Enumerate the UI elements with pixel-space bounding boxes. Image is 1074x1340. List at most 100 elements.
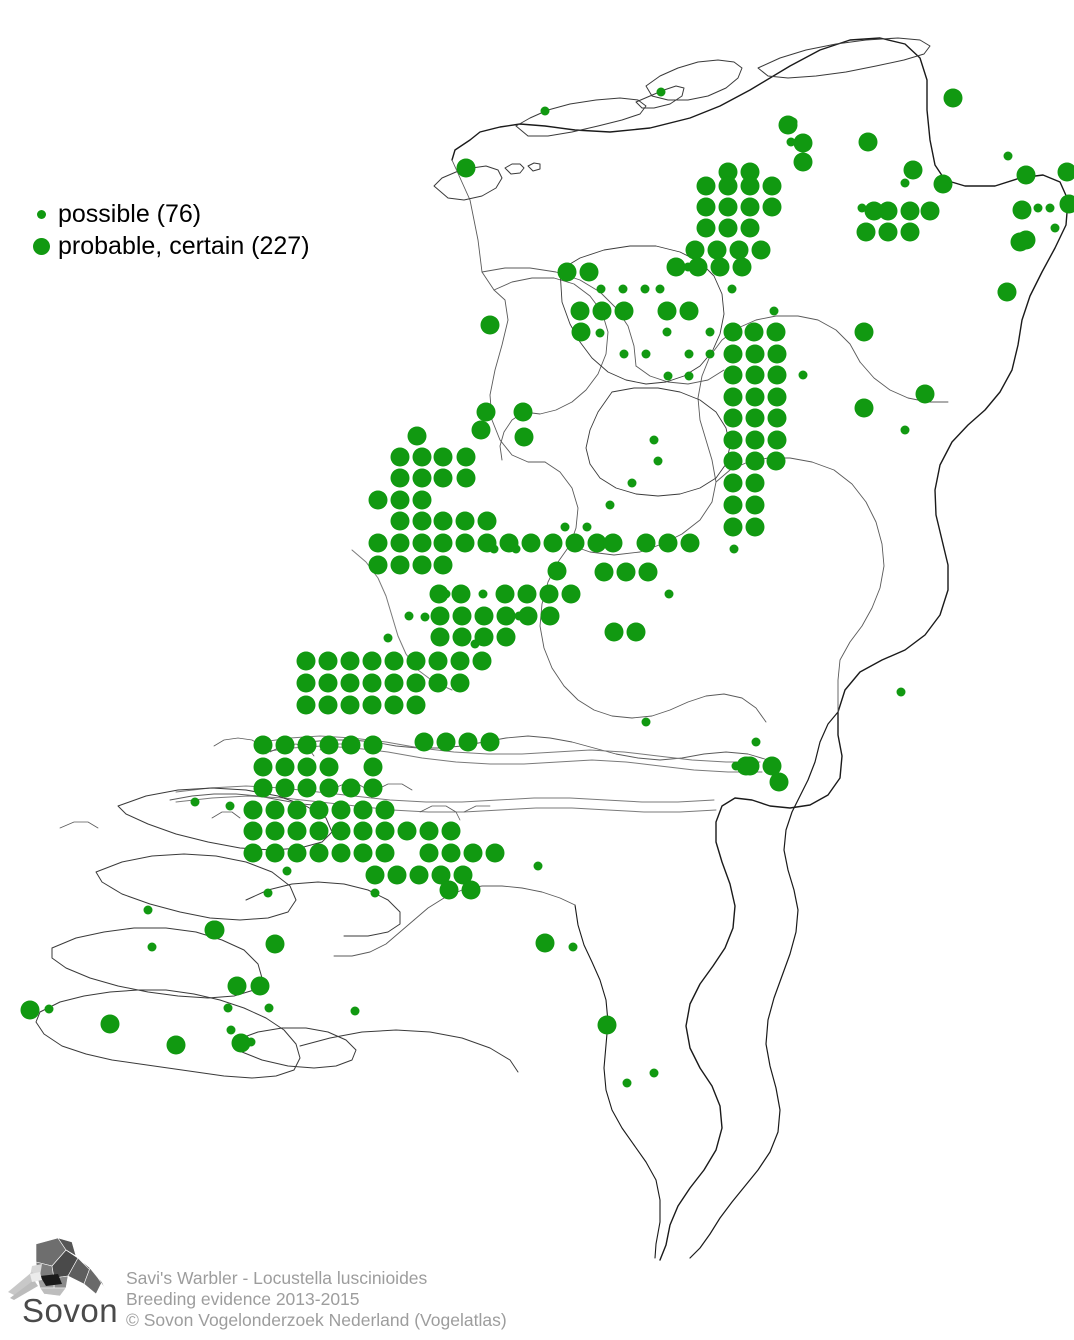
occurrence-dot — [723, 387, 743, 407]
occurrence-dot — [594, 562, 614, 582]
occurrence-dot — [225, 801, 235, 811]
occurrence-dot — [412, 555, 432, 575]
occurrence-dot — [1003, 151, 1013, 161]
occurrence-dot — [638, 562, 658, 582]
sovon-logo: Sovon — [0, 1236, 120, 1336]
occurrence-dot — [900, 222, 920, 242]
occurrence-dot — [1050, 223, 1060, 233]
occurrence-dot — [318, 651, 338, 671]
occurrence-dot — [319, 735, 339, 755]
occurrence-dot — [319, 757, 339, 777]
occurrence-dot — [517, 584, 537, 604]
occurrence-dot — [718, 162, 738, 182]
occurrence-dot — [571, 322, 591, 342]
occurrence-dot — [450, 673, 470, 693]
occurrence-dot — [745, 451, 765, 471]
map-outlines — [35, 37, 1069, 1261]
occurrence-dot — [745, 408, 765, 428]
occurrence-dot — [368, 533, 388, 553]
occurrence-dot — [406, 651, 426, 671]
occurrence-dot — [412, 511, 432, 531]
occurrence-dot — [793, 133, 813, 153]
legend-item-probable-certain[interactable]: probable, certain (227) — [24, 230, 310, 262]
occurrence-dot — [561, 584, 581, 604]
occurrence-dot — [627, 478, 637, 488]
occurrence-dot — [649, 435, 659, 445]
occurrence-dot-layer — [20, 87, 1074, 1088]
occurrence-dot — [397, 821, 417, 841]
occurrence-dot — [762, 197, 782, 217]
swallow-bird-logo-icon — [8, 1237, 107, 1300]
occurrence-dot — [451, 584, 471, 604]
occurrence-dot — [404, 611, 414, 621]
occurrence-dot — [287, 843, 307, 863]
occurrence-dot — [533, 861, 543, 871]
occurrence-dot — [309, 800, 329, 820]
occurrence-dot — [265, 843, 285, 863]
occurrence-dot — [745, 365, 765, 385]
occurrence-dot — [496, 627, 516, 647]
occurrence-dot — [767, 387, 787, 407]
occurrence-dot — [296, 673, 316, 693]
occurrence-dot — [456, 447, 476, 467]
occurrence-dot — [900, 201, 920, 221]
occurrence-dot — [477, 511, 497, 531]
occurrence-dot — [350, 1006, 360, 1016]
occurrence-dot — [390, 511, 410, 531]
occurrence-dot — [684, 371, 694, 381]
occurrence-dot — [618, 284, 628, 294]
occurrence-dot — [658, 533, 678, 553]
occurrence-dot — [1033, 203, 1043, 213]
occurrence-dot — [474, 606, 494, 626]
occurrence-dot — [723, 322, 743, 342]
occurrence-dot — [331, 821, 351, 841]
occurrence-dot — [390, 490, 410, 510]
occurrence-dot — [476, 402, 496, 422]
occurrence-dot — [297, 778, 317, 798]
occurrence-dot — [723, 430, 743, 450]
occurrence-dot — [265, 800, 285, 820]
occurrence-dot — [705, 349, 715, 359]
occurrence-dot — [478, 589, 488, 599]
occurrence-dot — [297, 757, 317, 777]
occurrence-dot — [656, 87, 666, 97]
national-border — [451, 37, 1069, 1261]
occurrence-dot — [640, 284, 650, 294]
occurrence-dot — [751, 737, 761, 747]
province-borders — [169, 159, 949, 957]
occurrence-dot — [710, 257, 730, 277]
occurrence-dot — [499, 533, 519, 553]
occurrence-dot — [657, 301, 677, 321]
occurrence-dot — [626, 622, 646, 642]
occurrence-dot — [745, 344, 765, 364]
occurrence-dot — [655, 284, 665, 294]
occurrence-dot — [250, 976, 270, 996]
occurrence-dot — [767, 365, 787, 385]
wadden-islands — [433, 37, 931, 201]
occurrence-dot — [318, 695, 338, 715]
occurrence-dot — [740, 197, 760, 217]
occurrence-dot — [560, 522, 570, 532]
occurrence-dot — [309, 821, 329, 841]
occurrence-dot — [1059, 194, 1074, 214]
occurrence-dot — [430, 606, 450, 626]
legend-item-possible[interactable]: possible (76) — [24, 198, 310, 230]
occurrence-dot — [684, 349, 694, 359]
occurrence-dot — [896, 687, 906, 697]
occurrence-dot — [718, 218, 738, 238]
occurrence-dot — [433, 555, 453, 575]
occurrence-dot — [732, 257, 752, 277]
occurrence-dot — [412, 490, 432, 510]
occurrence-dot — [766, 451, 786, 471]
occurrence-dot — [253, 778, 273, 798]
occurrence-dot — [854, 322, 874, 342]
occurrence-dot — [340, 695, 360, 715]
occurrence-dot — [441, 843, 461, 863]
occurrence-dot — [1012, 200, 1032, 220]
occurrence-dot — [363, 778, 383, 798]
occurrence-dot — [539, 584, 559, 604]
occurrence-dot — [727, 284, 737, 294]
occurrence-dot — [265, 934, 285, 954]
occurrence-dot — [433, 511, 453, 531]
